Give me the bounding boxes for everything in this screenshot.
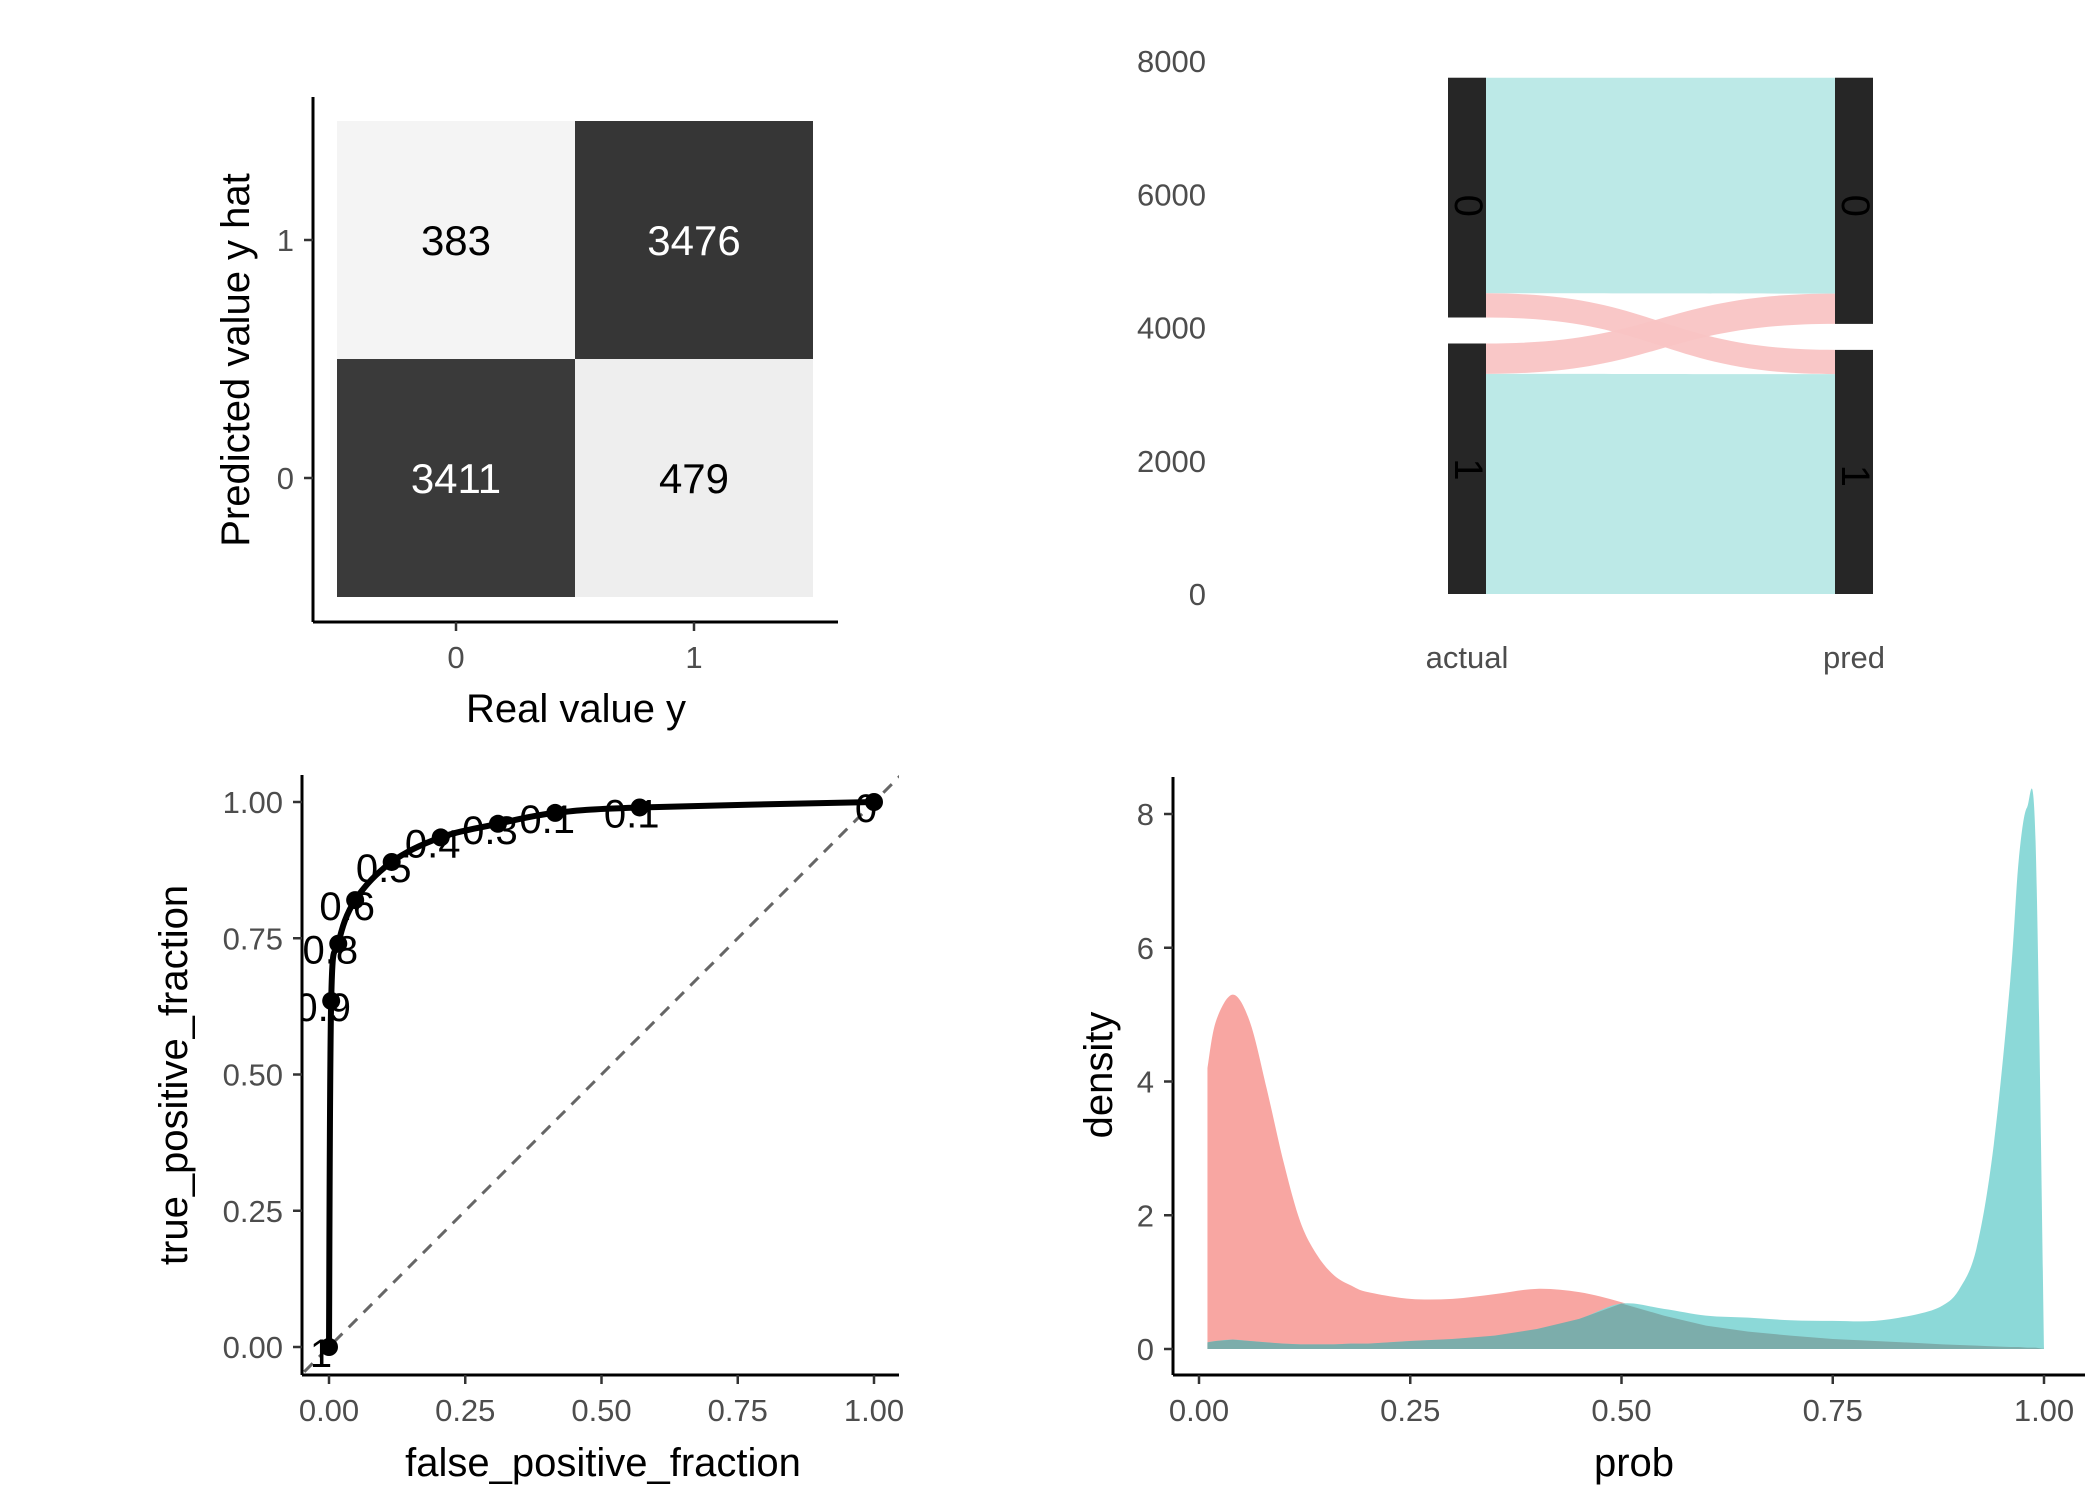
density-x-tick-label: 1.00 <box>2014 1393 2074 1428</box>
roc-x-tick-label: 0.25 <box>435 1393 495 1428</box>
roc-threshold-label: 0.1 <box>519 798 575 842</box>
roc-x-tick-label: 0.00 <box>299 1393 359 1428</box>
roc-point <box>320 1338 338 1356</box>
stratum-label: 0 <box>1833 195 1877 217</box>
confusion-cell <box>575 121 813 359</box>
alluvial-y-tick-label: 0 <box>1189 577 1206 612</box>
confusion-cell <box>575 359 813 597</box>
roc-y-tick-label: 0.50 <box>223 1058 283 1093</box>
roc-y-tick-label: 0.25 <box>223 1194 283 1229</box>
density-x-tick-label: 0.75 <box>1803 1393 1863 1428</box>
density-area-0 <box>1207 994 2044 1349</box>
alluvial-y-tick-label: 2000 <box>1137 444 1206 479</box>
alluvial-axis-label: actual <box>1426 640 1509 675</box>
roc-point <box>488 814 507 833</box>
roc-point <box>431 828 450 847</box>
roc-point <box>630 798 649 817</box>
confusion-cell-label: 3476 <box>647 217 740 264</box>
roc-point <box>322 991 341 1010</box>
alluvial-y-tick-label: 6000 <box>1137 177 1206 212</box>
roc-x-tick-label: 0.50 <box>571 1393 631 1428</box>
roc-threshold-label: 1 <box>310 1332 332 1376</box>
roc-threshold-label: 0.6 <box>319 885 375 929</box>
alluvial-axis-label: pred <box>1823 640 1885 675</box>
density-panel: 0.00 0.25 0.50 0.75 1.00 0 2 4 6 8 prob density <box>1077 777 2085 1485</box>
stratum-label: 1 <box>1833 465 1877 487</box>
roc-threshold-label: 0 <box>855 787 877 831</box>
stratum-actual-0 <box>1448 77 1486 318</box>
density-xlabel: prob <box>1594 1441 1674 1485</box>
stratum-pred-1 <box>1835 349 1873 594</box>
confusion-xlabel: Real value y <box>466 687 686 731</box>
roc-point <box>546 803 565 822</box>
roc-xlabel: false_positive_fraction <box>405 1441 801 1485</box>
confusion-x-tick-label: 0 <box>447 640 464 675</box>
roc-threshold-label: 0.9 <box>295 986 351 1030</box>
density-y-tick-label: 2 <box>1137 1198 1154 1233</box>
stratum-pred-0 <box>1835 77 1873 324</box>
roc-x-tick-label: 1.00 <box>844 1393 904 1428</box>
density-overlap <box>1207 1303 2044 1349</box>
density-ylabel: density <box>1077 1012 1121 1139</box>
roc-panel: 00.10.10.30.40.50.60.80.91 0.00 0.25 0.50 0… <box>152 775 904 1485</box>
confusion-ylabel: Predicted value y hat <box>214 173 258 547</box>
confusion-y-tick-label: 0 <box>277 461 294 496</box>
stratum-label: 0 <box>1446 195 1490 217</box>
confusion-cell-label: 479 <box>659 455 729 502</box>
alluvial-flow-1-to-1 <box>1486 373 1835 594</box>
roc-threshold-label: 0.5 <box>356 847 412 891</box>
roc-point <box>329 934 348 953</box>
roc-y-tick-label: 1.00 <box>223 785 283 820</box>
roc-ylabel: true_positive_fraction <box>152 885 196 1265</box>
confusion-matrix-panel: 383 3476 3411 479 0 1 0 1 Real value y Predict… <box>214 97 838 731</box>
stratum-actual-1 <box>1448 343 1486 594</box>
alluvial-flow-0-to-0 <box>1486 77 1835 294</box>
density-y-tick-label: 4 <box>1137 1065 1154 1100</box>
roc-threshold-label: 0.8 <box>302 929 358 973</box>
roc-threshold-label: 0.3 <box>462 809 518 853</box>
density-x-tick-label: 0.00 <box>1169 1393 1229 1428</box>
stratum-label: 1 <box>1446 458 1490 480</box>
roc-y-tick-label: 0.75 <box>223 921 283 956</box>
confusion-cell <box>337 121 575 359</box>
roc-point <box>865 793 883 811</box>
alluvial-panel: 0 1 0 1 0 2000 4000 6000 8000 actual pred <box>1137 44 1885 675</box>
confusion-x-tick-label: 1 <box>685 640 702 675</box>
density-x-tick-label: 0.25 <box>1380 1393 1440 1428</box>
density-y-tick-label: 6 <box>1137 931 1154 966</box>
density-x-tick-label: 0.50 <box>1591 1393 1651 1428</box>
roc-diagonal <box>302 775 899 1375</box>
roc-threshold-label: 0.4 <box>405 822 461 866</box>
confusion-cell-label: 383 <box>421 217 491 264</box>
roc-y-tick-label: 0.00 <box>223 1330 283 1365</box>
density-area-1 <box>1207 788 2044 1349</box>
roc-threshold-label: 0.1 <box>604 792 660 836</box>
roc-x-tick-label: 0.75 <box>708 1393 768 1428</box>
density-y-tick-label: 8 <box>1137 797 1154 832</box>
density-y-tick-label: 0 <box>1137 1332 1154 1367</box>
confusion-cell <box>337 359 575 597</box>
roc-point <box>382 852 401 871</box>
alluvial-flow-1-to-0 <box>1486 293 1835 374</box>
confusion-cell-label: 3411 <box>411 455 501 502</box>
alluvial-y-tick-label: 8000 <box>1137 44 1206 79</box>
roc-point <box>346 891 365 910</box>
confusion-y-tick-label: 1 <box>277 223 294 258</box>
alluvial-y-tick-label: 4000 <box>1137 311 1206 346</box>
